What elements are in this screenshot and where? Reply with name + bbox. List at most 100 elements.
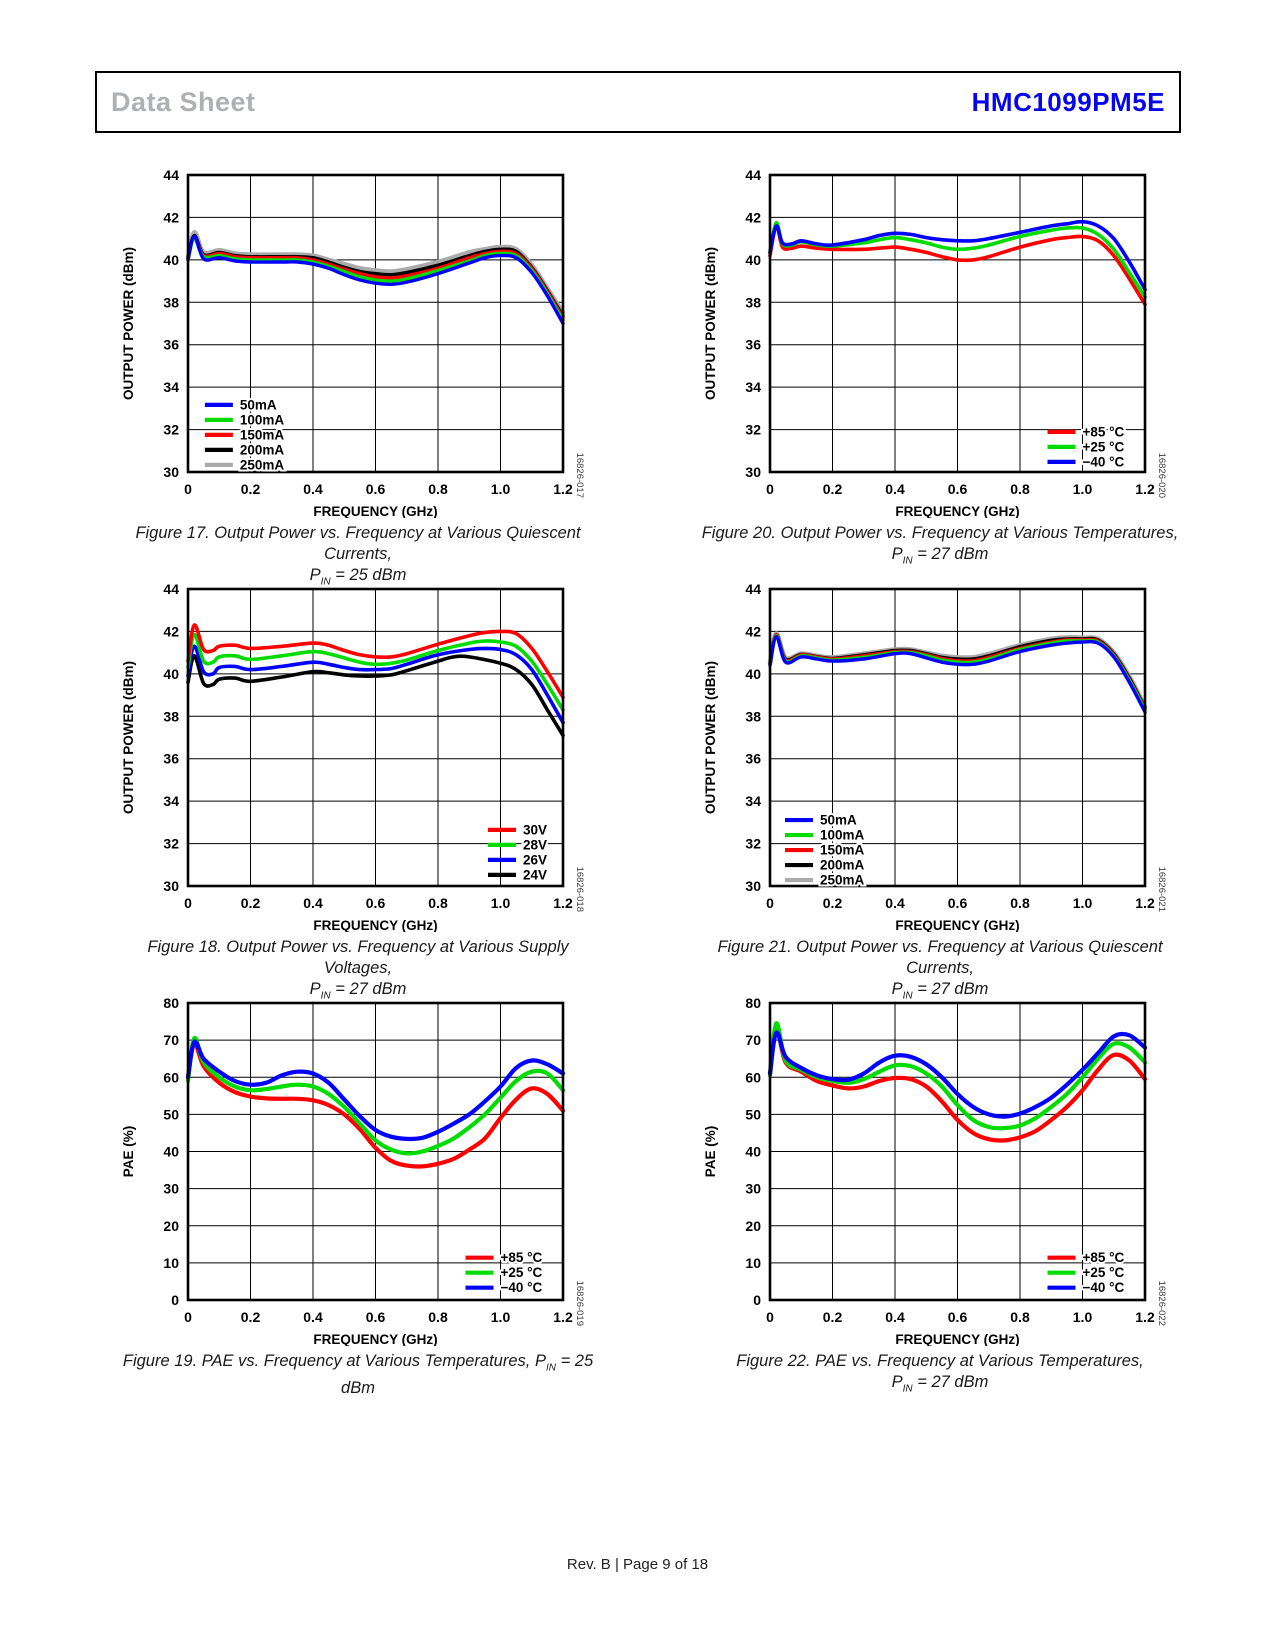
y-tick-label: 10 — [163, 1255, 179, 1271]
x-tick-label: 0.4 — [885, 1309, 905, 1325]
y-tick-label: 40 — [163, 666, 179, 682]
x-tick-label: 0 — [766, 481, 774, 497]
legend-label: 150mA — [820, 843, 865, 858]
figure-caption: Figure 19. PAE vs. Frequency at Various … — [113, 1351, 603, 1399]
line-chart-fig21: 0 0.2 0.4 0.6 0.8 1.0 1.2 30 32 34 36 38 40 42 44 FREQU… — [703, 581, 1167, 932]
x-tick-label: 0.4 — [303, 481, 323, 497]
x-tick-label: 0.6 — [948, 1309, 968, 1325]
x-tick-label: 1.2 — [1135, 1309, 1155, 1325]
x-tick-label: 0.2 — [823, 1309, 843, 1325]
chart-canvas: 0 0.2 0.4 0.6 0.8 1.0 1.2 0 10 20 30 40 50 60 70 80 FREQ… — [695, 994, 1185, 1346]
y-tick-label: 40 — [745, 666, 761, 682]
y-tick-label: 30 — [745, 1181, 761, 1197]
x-tick-label: 0.8 — [428, 895, 448, 911]
figure-code: 16826-021 — [1156, 867, 1167, 912]
x-axis-title: FREQUENCY (GHz) — [895, 1332, 1019, 1346]
x-tick-label: 0.8 — [1010, 895, 1030, 911]
y-tick-label: 60 — [163, 1069, 179, 1085]
y-tick-label: 32 — [163, 836, 179, 852]
y-tick-label: 80 — [163, 995, 179, 1011]
line-chart-fig19: 0 0.2 0.4 0.6 0.8 1.0 1.2 0 10 20 30 40 50 60 70 80 FREQ… — [121, 995, 585, 1346]
y-tick-label: 44 — [163, 167, 179, 183]
x-tick-label: 0.8 — [428, 481, 448, 497]
x-tick-label: 0 — [184, 1309, 192, 1325]
chart-figure-fig19: 0 0.2 0.4 0.6 0.8 1.0 1.2 0 10 20 30 40 50 60 70 80 FREQ… — [113, 994, 603, 1399]
caption-pin: PIN = 27 dBm — [309, 980, 407, 1002]
x-tick-label: 0.6 — [366, 895, 386, 911]
series-50mA — [186, 234, 565, 326]
series-+85C — [768, 224, 1147, 307]
legend-label: 150mA — [240, 427, 285, 442]
line-chart-fig20: 0 0.2 0.4 0.6 0.8 1.0 1.2 30 32 34 36 38 40 42 44 FREQU… — [703, 167, 1167, 518]
x-tick-label: 1.0 — [491, 481, 511, 497]
legend-label: 100mA — [820, 828, 865, 843]
series-50mA — [768, 634, 1147, 714]
x-tick-label: 1.0 — [491, 1309, 511, 1325]
y-axis-title: OUTPUT POWER (dBm) — [121, 247, 136, 400]
x-tick-label: 0.8 — [1010, 481, 1030, 497]
x-tick-label: 1.2 — [553, 1309, 573, 1325]
series--40C — [768, 219, 1147, 292]
y-axis-title: PAE (%) — [703, 1126, 718, 1178]
y-tick-label: 36 — [745, 337, 761, 353]
chart-canvas: 0 0.2 0.4 0.6 0.8 1.0 1.2 30 32 34 36 38 40 42 44 FREQU… — [695, 166, 1185, 518]
y-tick-label: 50 — [163, 1106, 179, 1122]
y-tick-label: 38 — [163, 708, 179, 724]
figure-code: 16826-020 — [1156, 453, 1167, 498]
y-tick-label: 38 — [163, 294, 179, 310]
y-tick-label: 40 — [745, 252, 761, 268]
line-chart-fig18: 0 0.2 0.4 0.6 0.8 1.0 1.2 30 32 34 36 38 40 42 44 FREQU… — [121, 581, 585, 932]
series-+25C — [185, 1036, 566, 1156]
y-tick-label: 36 — [163, 337, 179, 353]
series-150mA — [186, 235, 565, 320]
x-tick-label: 0.6 — [366, 1309, 386, 1325]
y-tick-label: 80 — [745, 995, 761, 1011]
line-chart-fig22: 0 0.2 0.4 0.6 0.8 1.0 1.2 0 10 20 30 40 50 60 70 80 FREQ… — [703, 995, 1167, 1346]
x-tick-label: 1.2 — [553, 481, 573, 497]
y-tick-label: 60 — [745, 1069, 761, 1085]
caption-text: Figure 22. PAE vs. Frequency at Various … — [736, 1352, 1144, 1370]
y-tick-label: 42 — [163, 209, 179, 225]
plot-border — [768, 587, 1147, 888]
y-tick-label: 40 — [163, 1144, 179, 1160]
page-footer: Rev. B | Page 9 of 18 — [566, 1556, 709, 1573]
caption-text: Figure 21. Output Power vs. Frequency at… — [717, 938, 1163, 977]
x-tick-label: 1.0 — [1073, 895, 1093, 911]
doc-type-label: Data Sheet — [111, 86, 256, 117]
x-tick-label: 1.2 — [553, 895, 573, 911]
y-tick-label: 20 — [163, 1218, 179, 1234]
legend-label: 28V — [523, 837, 547, 852]
plot-border — [186, 173, 565, 474]
caption-pin: PIN = 27 dBm — [891, 545, 989, 567]
legend-label: −40 °C — [1083, 1280, 1125, 1295]
y-tick-label: 40 — [163, 252, 179, 268]
legend-label: 250mA — [240, 457, 285, 472]
chart-canvas: 0 0.2 0.4 0.6 0.8 1.0 1.2 30 32 34 36 38 40 42 44 FREQU… — [695, 580, 1185, 932]
y-tick-label: 32 — [163, 422, 179, 438]
y-tick-label: 42 — [745, 209, 761, 225]
plot-border — [186, 1001, 565, 1302]
caption-pin: PIN = 25 dBm — [341, 1352, 594, 1398]
y-tick-label: 30 — [163, 464, 179, 480]
x-axis-title: FREQUENCY (GHz) — [895, 918, 1019, 932]
caption-pin: PIN = 27 dBm — [891, 1373, 989, 1395]
figure-code: 16826-017 — [574, 453, 585, 498]
y-tick-label: 32 — [745, 422, 761, 438]
series-28V — [186, 632, 565, 712]
x-tick-label: 0.8 — [1010, 1309, 1030, 1325]
x-tick-label: 1.0 — [1073, 1309, 1093, 1325]
x-tick-label: 0.4 — [885, 895, 905, 911]
y-tick-label: 0 — [753, 1292, 761, 1308]
x-tick-label: 1.2 — [1135, 895, 1155, 911]
page-header: Data Sheet HMC1099PM5E — [95, 71, 1181, 133]
y-tick-label: 42 — [745, 623, 761, 639]
series-+85C — [185, 1041, 566, 1169]
x-axis-title: FREQUENCY (GHz) — [313, 504, 437, 518]
x-tick-label: 0.4 — [303, 895, 323, 911]
legend-label: 200mA — [240, 442, 285, 457]
y-tick-label: 70 — [745, 1032, 761, 1048]
y-tick-label: 42 — [163, 623, 179, 639]
figure-code: 16826-022 — [1156, 1281, 1167, 1326]
chart-figure-fig18: 0 0.2 0.4 0.6 0.8 1.0 1.2 30 32 34 36 38 40 42 44 FREQU… — [113, 580, 603, 1006]
